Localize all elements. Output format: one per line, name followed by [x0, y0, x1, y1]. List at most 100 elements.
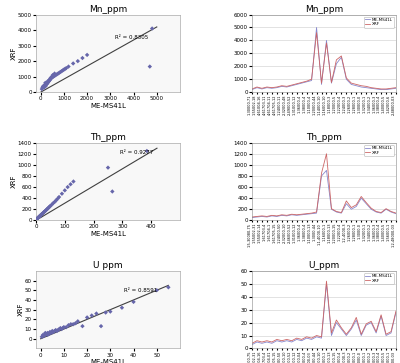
XRF	[379, 313, 384, 317]
ME-MS41L	[339, 327, 344, 331]
Point	[52, 72, 59, 78]
ME-MS41L	[314, 335, 319, 339]
ME-MS41L	[364, 201, 369, 206]
XRF	[294, 82, 299, 86]
Point	[42, 83, 49, 89]
XRF	[260, 214, 264, 218]
XRF	[264, 339, 269, 343]
Point	[61, 67, 67, 73]
Point	[49, 328, 56, 334]
ME-MS41L	[309, 212, 314, 216]
XRF	[289, 83, 294, 87]
XRF	[339, 211, 344, 215]
Line: XRF: XRF	[252, 33, 396, 89]
XRF	[284, 213, 289, 217]
Legend: ME-MS41L, XRF: ME-MS41L, XRF	[364, 17, 394, 28]
Point	[62, 66, 68, 72]
ME-MS41L	[299, 81, 304, 85]
XRF	[270, 213, 274, 217]
ME-MS41L	[329, 207, 334, 211]
ME-MS41L	[304, 212, 309, 216]
ME-MS41L	[394, 86, 398, 90]
XRF	[274, 337, 279, 342]
Point	[40, 83, 47, 89]
ME-MS41L	[289, 213, 294, 217]
Point	[37, 213, 44, 219]
XRF	[379, 87, 384, 91]
Point	[40, 333, 46, 339]
Point	[36, 214, 42, 220]
ME-MS41L	[294, 82, 299, 87]
ME-MS41L	[364, 85, 369, 90]
XRF	[279, 213, 284, 217]
XRF	[364, 322, 369, 326]
XRF	[254, 339, 259, 343]
Point	[43, 82, 50, 87]
Point	[60, 68, 66, 73]
XRF	[339, 326, 344, 330]
Point	[79, 55, 86, 61]
ME-MS41L	[274, 214, 279, 219]
ME-MS41L	[369, 86, 374, 90]
XRF	[314, 333, 319, 338]
Point	[36, 213, 43, 219]
XRF	[309, 211, 314, 215]
XRF	[304, 335, 309, 339]
XRF	[379, 211, 384, 215]
Point	[54, 196, 61, 201]
Point	[75, 318, 81, 324]
XRF	[359, 332, 364, 337]
ME-MS41L	[374, 87, 378, 91]
Point	[42, 209, 48, 215]
Point	[39, 211, 46, 217]
Point	[43, 207, 49, 213]
Point	[57, 325, 64, 331]
Point	[35, 215, 41, 221]
Point	[44, 330, 51, 336]
ME-MS41L	[294, 337, 299, 342]
XRF	[284, 84, 289, 89]
Point	[70, 179, 77, 184]
Point	[147, 64, 153, 69]
Point	[42, 330, 48, 336]
XRF	[389, 86, 394, 90]
Point	[42, 331, 48, 337]
XRF	[334, 209, 339, 214]
ME-MS41L	[284, 85, 289, 89]
XRF	[254, 85, 259, 89]
Point	[41, 209, 47, 215]
Point	[84, 52, 90, 58]
ME-MS41L	[270, 214, 274, 218]
ME-MS41L	[349, 82, 354, 87]
Point	[57, 69, 64, 75]
Point	[40, 84, 46, 90]
Point	[38, 212, 44, 218]
Point	[50, 200, 56, 206]
XRF	[364, 200, 369, 205]
ME-MS41L	[389, 331, 394, 335]
Point	[39, 334, 45, 340]
Y-axis label: XRF: XRF	[18, 303, 24, 317]
Point	[79, 323, 86, 329]
X-axis label: ME-MS41L: ME-MS41L	[90, 103, 126, 109]
Point	[65, 322, 72, 328]
XRF	[389, 330, 394, 334]
Point	[46, 77, 53, 83]
XRF	[369, 319, 374, 323]
XRF	[270, 85, 274, 90]
XRF	[270, 340, 274, 344]
ME-MS41L	[389, 210, 394, 214]
XRF	[324, 41, 329, 45]
XRF	[264, 85, 269, 89]
ME-MS41L	[324, 282, 329, 286]
ME-MS41L	[394, 212, 398, 216]
ME-MS41L	[369, 321, 374, 325]
Text: R² = 0.8591: R² = 0.8591	[124, 288, 158, 293]
ME-MS41L	[324, 38, 329, 42]
Point	[54, 328, 60, 334]
Point	[60, 325, 66, 331]
X-axis label: ME-MS41L: ME-MS41L	[90, 359, 126, 363]
Point	[52, 199, 58, 205]
ME-MS41L	[329, 81, 334, 85]
Point	[55, 327, 61, 333]
